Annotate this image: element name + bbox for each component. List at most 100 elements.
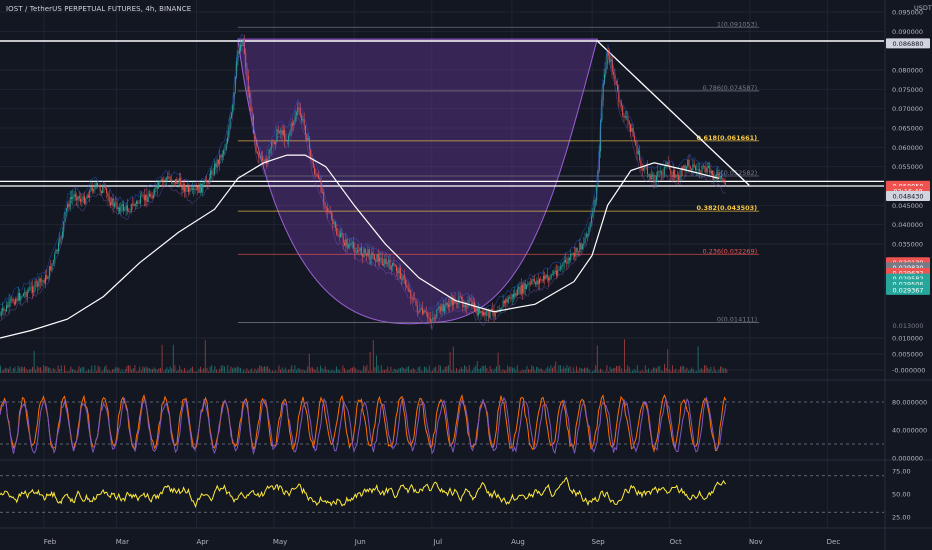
volume-bar [212, 370, 214, 373]
volume-bar [24, 366, 25, 373]
candle-body [503, 300, 505, 304]
candle-body [288, 135, 290, 142]
volume-bar [684, 369, 686, 373]
volume-bar [65, 370, 67, 373]
volume-bar [409, 370, 411, 373]
candle-body [423, 310, 425, 315]
candle-body [618, 90, 620, 102]
candle-body [529, 282, 531, 284]
volume-bar [428, 365, 430, 373]
volume-bar [168, 369, 169, 373]
volume-bar [297, 367, 299, 373]
candle-body [120, 205, 122, 212]
volume-bar [161, 344, 163, 373]
volume-bar [536, 366, 537, 373]
candle-body [674, 169, 676, 178]
volume-bar [233, 367, 235, 373]
volume-bar [652, 367, 654, 373]
candle-body [619, 101, 621, 103]
volume-bar [505, 370, 507, 373]
volume-bar [201, 369, 203, 373]
candle-body [591, 216, 592, 223]
candle-body [26, 291, 28, 297]
volume-bar [710, 366, 712, 373]
candle-body [435, 317, 436, 319]
candle-body [281, 130, 283, 135]
candle-body [208, 178, 210, 184]
candle-body [704, 165, 706, 167]
volume-bar [374, 367, 376, 373]
candle-body [129, 211, 131, 212]
candle-body [626, 116, 628, 117]
candle-body [176, 179, 178, 184]
candle-body [379, 258, 381, 262]
candle-body [71, 197, 72, 199]
candle-body [99, 186, 101, 192]
candle-body [353, 242, 355, 248]
volume-bar [625, 369, 627, 373]
volume-bar [110, 371, 112, 373]
candle-body [692, 164, 694, 170]
candle-body [436, 309, 438, 318]
candle-body [90, 186, 92, 190]
volume-bar [641, 370, 643, 373]
candle-body [305, 125, 306, 135]
volume-bar [52, 368, 54, 373]
volume-bar [51, 371, 53, 373]
price-badge-label: 0.029506 [892, 281, 923, 289]
candle-body [136, 201, 137, 204]
volume-bar [372, 340, 374, 373]
candle-body [227, 137, 228, 144]
volume-bar [708, 369, 710, 373]
x-tick-label: Feb [44, 538, 57, 546]
volume-bar [118, 367, 120, 373]
candle-body [320, 179, 322, 193]
volume-bar [99, 366, 101, 373]
candle-body [377, 254, 379, 262]
candle-body [93, 189, 95, 192]
volume-bar [36, 366, 38, 373]
candle-body [337, 234, 339, 236]
candle-body [171, 179, 173, 183]
candle-body [563, 260, 565, 263]
oscillator-line [0, 394, 727, 453]
volume-bar [494, 368, 496, 373]
volume-bar [427, 370, 429, 373]
oscillator-tick-label: 25.00 [892, 513, 911, 521]
candle-body [250, 98, 252, 112]
candle-body [649, 174, 651, 180]
volume-bar [598, 370, 600, 373]
candle-body [507, 297, 509, 303]
volume-bar [651, 370, 653, 373]
price-tick-label: 0.095000 [892, 9, 923, 17]
price-badge [886, 38, 930, 49]
candle-body [568, 258, 570, 261]
candle-body [277, 129, 279, 132]
volume-bar [4, 367, 6, 373]
candle-body [492, 308, 494, 310]
candle-body [613, 71, 615, 75]
candle-body [424, 310, 426, 313]
candle-body [646, 166, 648, 175]
candle-body [45, 275, 46, 284]
candle-body [514, 293, 516, 298]
volume-bar [724, 368, 726, 373]
candle-body [418, 311, 420, 313]
candle-body [41, 280, 43, 282]
volume-bar [11, 371, 13, 373]
volume-bar [692, 369, 694, 373]
candle-body [425, 312, 427, 313]
candle-body [675, 174, 677, 178]
candle-body [344, 242, 345, 246]
volume-bar [193, 371, 195, 373]
candle-body [346, 239, 348, 248]
candle-body [524, 283, 526, 290]
candle-body [717, 173, 719, 175]
volume-bar [363, 365, 365, 373]
volume-bar [512, 367, 513, 373]
candle-body [617, 84, 618, 91]
volume-bar [200, 366, 201, 373]
volume-bar [683, 365, 685, 373]
